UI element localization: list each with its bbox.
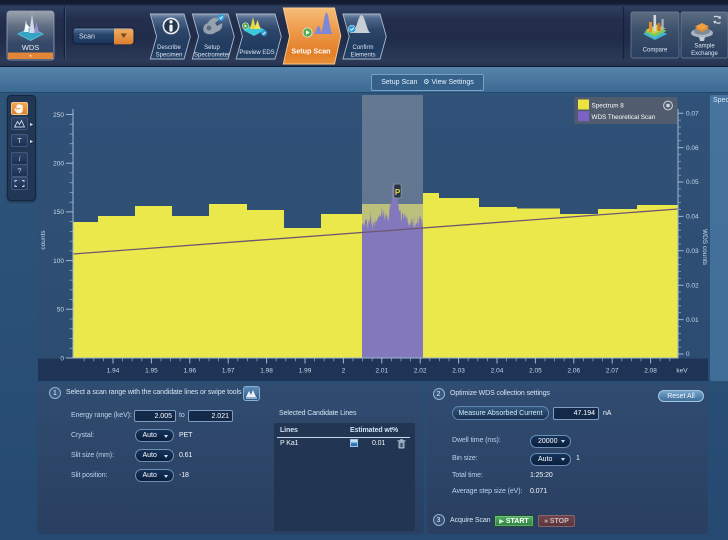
svg-text:WDS counts: WDS counts [701, 229, 708, 266]
svg-text:0.07: 0.07 [686, 110, 699, 117]
svg-text:0: 0 [686, 351, 690, 358]
svg-text:1.99: 1.99 [299, 368, 312, 375]
svg-text:Setup Scan: Setup Scan [291, 47, 330, 56]
svg-text:Setup: Setup [204, 45, 220, 51]
svg-text:1.95: 1.95 [145, 368, 158, 375]
svg-text:150: 150 [53, 209, 64, 216]
svg-text:1.96: 1.96 [183, 368, 196, 375]
svg-text:2: 2 [342, 368, 346, 375]
svg-text:Sample: Sample [694, 44, 715, 50]
svg-text:keV: keV [676, 368, 688, 375]
svg-text:200: 200 [53, 161, 64, 168]
svg-text:WDS: WDS [22, 43, 40, 52]
svg-text:Specimen: Specimen [156, 53, 183, 59]
svg-text:Spectrum 8: Spectrum 8 [592, 103, 625, 110]
svg-text:Scan: Scan [79, 34, 95, 41]
svg-text:0: 0 [60, 355, 64, 362]
svg-text:2.02: 2.02 [414, 368, 427, 375]
svg-text:250: 250 [53, 112, 64, 119]
svg-text:Exchange: Exchange [691, 51, 718, 57]
svg-text:2.06: 2.06 [567, 368, 580, 375]
svg-text:1.94: 1.94 [107, 368, 120, 375]
svg-text:Confirm: Confirm [352, 45, 373, 51]
svg-text:2.08: 2.08 [644, 368, 657, 375]
svg-text:2.05: 2.05 [529, 368, 542, 375]
svg-text:1.97: 1.97 [222, 368, 235, 375]
svg-text:Spectrometer: Spectrometer [194, 53, 230, 59]
svg-text:0.06: 0.06 [686, 145, 699, 152]
svg-text:P: P [395, 188, 401, 197]
svg-text:Compare: Compare [643, 48, 668, 54]
svg-text:Describe: Describe [157, 45, 181, 51]
svg-text:2.04: 2.04 [491, 368, 504, 375]
svg-text:counts: counts [40, 230, 47, 250]
svg-text:0.04: 0.04 [686, 214, 699, 221]
svg-text:2.07: 2.07 [606, 368, 619, 375]
svg-text:Preview EDS: Preview EDS [239, 50, 274, 56]
svg-text:Elements: Elements [350, 53, 375, 59]
svg-text:0.03: 0.03 [686, 248, 699, 255]
svg-text:WDS Theoretical Scan: WDS Theoretical Scan [592, 114, 656, 121]
svg-text:1.98: 1.98 [260, 368, 273, 375]
svg-text:0.05: 0.05 [686, 179, 699, 186]
svg-text:2.01: 2.01 [375, 368, 388, 375]
svg-text:50: 50 [57, 307, 65, 314]
svg-text:0.01: 0.01 [686, 317, 699, 324]
svg-text:100: 100 [53, 258, 64, 265]
svg-text:0.02: 0.02 [686, 282, 699, 289]
svg-text:2.03: 2.03 [452, 368, 465, 375]
